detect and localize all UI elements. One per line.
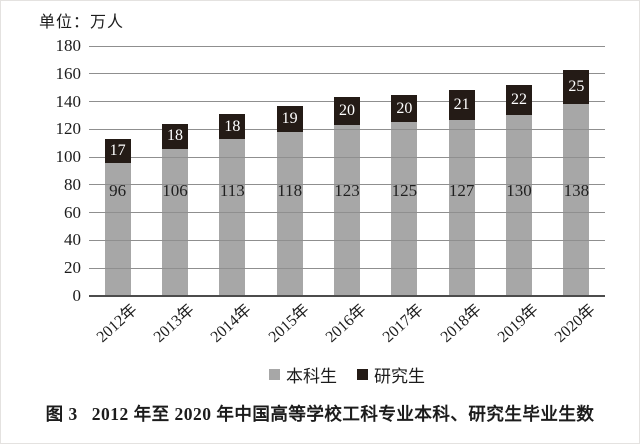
y-axis-tick-label: 160 [55,63,82,83]
gridline [89,45,605,47]
y-axis-tick-label: 0 [72,286,82,305]
gridline [89,267,605,269]
y-axis-tick-label: 180 [55,36,82,55]
undergrad-value-label: 96 [109,181,127,200]
bar-2016年: 123 20 [334,97,360,296]
undergrad-value-label: 123 [334,181,360,200]
gridline [89,184,605,186]
grad-segment: 18 [219,114,246,140]
bar-2013年: 106 18 [162,123,188,296]
y-axis-tick-label: 80 [64,174,81,194]
legend: 本科生 研究生 [89,362,605,387]
grad-segment: 25 [563,69,590,105]
grad-value-label: 19 [281,109,298,127]
x-axis-line [89,295,605,297]
undergrad-segment [506,115,532,296]
grad-segment: 19 [276,105,303,133]
grad-value-label: 17 [109,141,126,159]
undergrad-segment [219,139,246,296]
x-axis-tick-label: 2013年 [150,301,198,347]
grad-value-label: 20 [396,99,413,117]
gridline [89,156,605,158]
undergrad-segment [563,104,590,296]
y-axis-tick-label: 20 [64,258,81,278]
figure-caption: 图 3 2012 年至 2020 年中国高等学校工科专业本科、研究生毕业生数 [1,401,639,426]
bar-2018年: 127 21 [448,90,475,296]
grad-value-label: 21 [453,96,470,114]
x-axis-tick-label: 2016年 [322,301,370,347]
undergrad-value-label: 113 [219,181,245,200]
gridline [89,239,605,241]
y-axis-tick-label: 100 [55,147,82,167]
y-axis-unit-label: 单位：万人 [39,14,125,31]
x-axis-tick-label: 2012年 [93,301,141,347]
undergrad-value-label: 106 [162,181,188,200]
bar-2019年: 130 22 [506,84,532,296]
undergrad-segment [334,125,360,296]
undergrad-segment [448,119,475,296]
grad-segment: 21 [448,90,475,120]
grad-value-label: 22 [511,91,527,109]
x-axis-tick-label: 2014年 [207,301,256,347]
legend-swatch-icon [357,369,368,380]
y-axis-tick-label: 140 [55,91,82,111]
y-axis-tick-label: 60 [64,202,81,222]
bar-2017年: 125 20 [391,94,418,296]
x-axis-tick-label: 2019年 [494,301,542,347]
undergrad-value-label: 127 [448,181,475,200]
legend-item: 研究生 [357,362,425,387]
grad-value-label: 18 [167,127,183,145]
gridline [89,73,605,75]
undergrad-value-label: 138 [563,181,590,200]
y-axis-tick-label: 40 [64,230,81,250]
x-axis-tick-label: 2017年 [379,301,428,347]
grad-value-label: 25 [568,77,585,95]
gridline [89,212,605,214]
undergrad-value-label: 130 [506,181,532,200]
caption-number: 图 3 [45,404,78,424]
bar-2020年: 138 25 [563,69,590,296]
gridline [89,128,605,130]
x-axis-tick-label: 2018年 [437,301,485,347]
bar-2012年: 96 17 [104,139,131,296]
undergrad-segment [162,148,188,296]
grad-segment: 20 [334,97,360,126]
y-axis-tick-label: 120 [55,119,82,139]
grad-segment: 17 [104,139,131,163]
caption-text: 2012 年至 2020 年中国高等学校工科专业本科、研究生毕业生数 [91,404,595,424]
x-axis-tick-label: 2020年 [551,301,600,347]
undergrad-segment [391,122,418,296]
x-axis-tick-label: 2015年 [265,301,313,347]
legend-item: 本科生 [269,362,337,387]
undergrad-value-label: 118 [277,181,303,200]
grad-segment: 22 [506,84,532,116]
legend-label: 研究生 [374,367,425,386]
grad-segment: 20 [391,94,418,123]
undergrad-value-label: 125 [391,181,418,200]
grad-value-label: 18 [224,117,241,135]
grad-segment: 18 [162,123,188,149]
legend-swatch-icon [269,369,280,380]
plot-area: 96 17 106 18 113 18 118 19 123 20 125 20 127 21 130 22 1… [89,45,605,297]
legend-label: 本科生 [286,367,337,386]
bar-2014年: 113 18 [219,114,246,296]
grad-value-label: 20 [339,102,355,120]
